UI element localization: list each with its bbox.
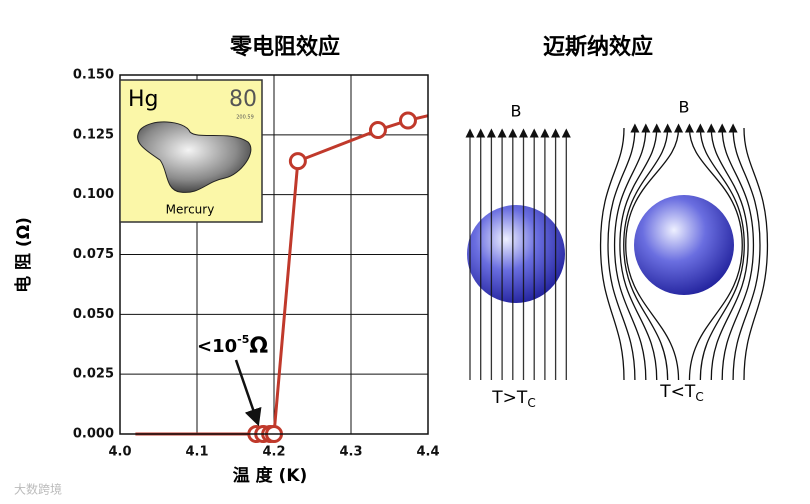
diagram-title: 迈斯纳效应	[543, 34, 653, 60]
state-text: T<T	[659, 382, 696, 402]
field-label-right: B	[679, 98, 690, 117]
sphere-normal	[467, 205, 565, 303]
atomic-mass: 200.59	[236, 115, 254, 121]
annotation-arrow	[234, 359, 262, 427]
y-tick-label: 0.125	[73, 127, 114, 142]
x-tick-label: 4.2	[262, 445, 285, 460]
annotation-text: <10-5Ω	[197, 333, 268, 359]
y-tick-label: 0.075	[73, 247, 114, 262]
field-line	[619, 123, 662, 381]
x-axis-label: 温 度 (K)	[233, 465, 308, 486]
field-label-left: B	[511, 102, 522, 121]
field-line	[613, 123, 651, 381]
y-tick-label: 0.000	[73, 427, 114, 442]
annotation-main: <10	[197, 336, 237, 357]
annotation-sup: -5	[237, 333, 249, 346]
y-tick-label: 0.100	[73, 187, 114, 202]
x-tick-label: 4.1	[185, 445, 208, 460]
field-line	[607, 123, 640, 381]
x-tick-label: 4.0	[108, 445, 131, 460]
meissner-diagram	[465, 123, 769, 381]
data-point	[368, 121, 387, 140]
mercury-drop	[137, 121, 252, 193]
data-point	[288, 152, 307, 171]
inset-card: Hg 80 200.59 Mercury	[119, 79, 263, 223]
plot-frame	[119, 74, 429, 435]
watermark: 大数跨境	[14, 482, 62, 497]
sphere-superconducting	[634, 195, 734, 295]
y-tick-label: 0.025	[73, 367, 114, 382]
field-line	[599, 127, 625, 381]
element-name: Mercury	[166, 203, 215, 217]
atomic-number: 80	[229, 87, 257, 112]
element-symbol: Hg	[128, 87, 159, 112]
y-tick-label: 0.050	[73, 307, 114, 322]
field-line	[728, 123, 761, 381]
x-tick-label: 4.3	[339, 445, 362, 460]
state-label-right: T<TC	[659, 382, 703, 404]
x-tick-label: 4.4	[416, 445, 439, 460]
field-line	[743, 127, 769, 381]
field-line	[717, 123, 755, 381]
field-line	[625, 123, 684, 381]
state-sub: C	[695, 390, 703, 404]
field-line	[706, 123, 749, 381]
data-point	[398, 111, 417, 130]
state-label-left: T>TC	[491, 388, 535, 410]
field-line	[695, 123, 745, 381]
field-line	[623, 123, 673, 381]
annotation-unit: Ω	[249, 334, 268, 359]
chart-title: 零电阻效应	[229, 34, 340, 60]
state-sub: C	[527, 396, 535, 410]
state-text: T>T	[491, 388, 528, 408]
y-tick-label: 0.150	[73, 68, 114, 83]
y-axis-label: 电 阻 (Ω)	[13, 217, 34, 293]
field-line	[684, 123, 743, 381]
annotation: <10-5Ω	[197, 333, 268, 427]
